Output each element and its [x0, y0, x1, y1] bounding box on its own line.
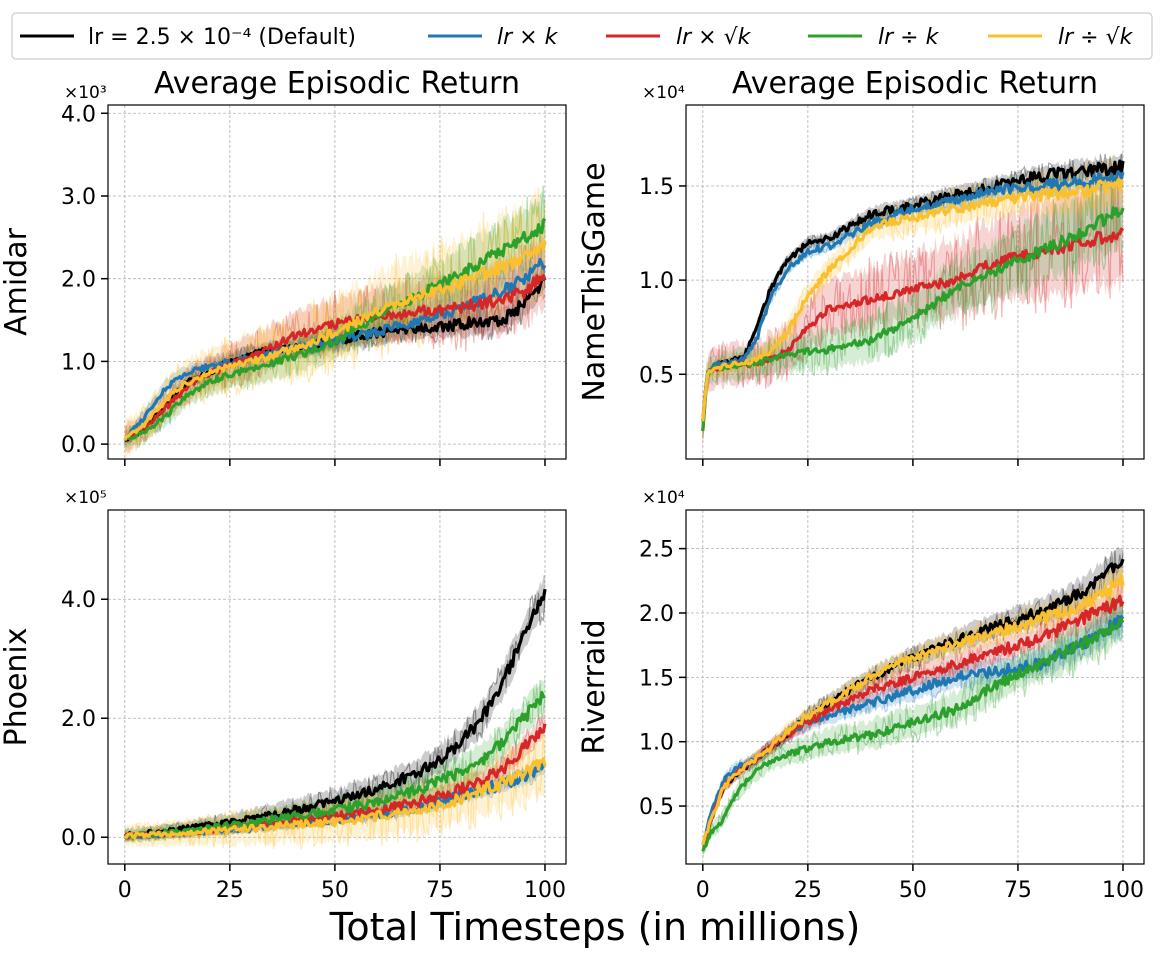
y-tick-label: 1.0: [639, 269, 674, 294]
panel-ylabel: NameThisGame: [577, 162, 612, 401]
band-div_sqrtk: [124, 726, 545, 849]
panel-namethisgame: 0.5 1.0 1.5 ×10⁴ Average Episodic Return Name…: [577, 66, 1145, 466]
y-tick-label: 4.0: [61, 588, 96, 613]
y-tick-label: 1.0: [639, 731, 674, 756]
y-tick-label: 3.0: [61, 185, 96, 210]
legend: lr = 2.5 × 10⁻⁴ (Default) lr × k lr × √k…: [11, 12, 1153, 60]
x-tick-label: 0: [696, 878, 710, 903]
series-line-div_k: [123, 217, 547, 442]
seed-trace-div_sqrtk: [702, 155, 1124, 424]
legend-label-default: lr = 2.5 × 10⁻⁴ (Default): [88, 25, 356, 50]
y-tick-label: 0.0: [61, 826, 96, 851]
series-line-div_sqrtk: [123, 240, 547, 441]
legend-frame: [11, 12, 1153, 60]
series-line-div_sqrtk: [123, 757, 547, 840]
band-mul_sqrtk: [702, 167, 1123, 449]
panel-title: Average Episodic Return: [732, 66, 1098, 101]
axes-frame: [107, 509, 567, 865]
series-line-default: [124, 588, 547, 839]
series-line-div_k: [701, 206, 1125, 431]
band-div_k: [702, 165, 1123, 446]
series-line-mul_sqrtk: [701, 594, 1125, 846]
legend-label-mul-sqrtk: lr × √k: [676, 25, 752, 50]
series-line-div_sqrtk: [701, 178, 1125, 422]
panel-ylabel: Riverraid: [577, 619, 612, 754]
axes-frame: [107, 104, 567, 460]
figure-xlabel: Total Timesteps (in millions): [329, 905, 861, 949]
y-tick-label: 2.5: [639, 538, 674, 563]
y-tick-label: 4.0: [61, 102, 96, 127]
x-tick-label: 25: [216, 878, 244, 903]
series-line-mul_k: [123, 257, 547, 442]
x-tick-label: 25: [794, 878, 822, 903]
panel-riverraid: 0 25 50 75 100 0.5 1.0 1.5 2.0 2.5 ×10⁴ Riverraid: [577, 488, 1145, 903]
panel-amidar: 0.0 1.0 2.0 3.0 4.0×10³ Average Episodic Retu…: [0, 66, 567, 466]
y-tick-label: 1.5: [639, 175, 674, 200]
seed-trace-mul_sqrtk: [702, 164, 1124, 439]
y-tick-label: 2.0: [61, 268, 96, 293]
legend-label-div-sqrtk: lr ÷ √k: [1058, 25, 1134, 50]
axes-frame: [685, 104, 1145, 460]
y-tick-label: 0.5: [639, 363, 674, 388]
legend-label-mul-k: lr × k: [497, 25, 559, 50]
series-line-div_sqrtk: [701, 574, 1125, 846]
series-line-mul_sqrtk: [123, 274, 547, 442]
x-tick-label: 100: [524, 878, 566, 903]
seed-trace-mul_sqrtk: [702, 583, 1124, 848]
y-tick-label: 1.0: [61, 350, 96, 375]
band-div_sqrtk: [124, 188, 545, 459]
y-multiplier: ×10⁴: [642, 83, 685, 103]
y-tick-label: 0.0: [61, 433, 96, 458]
y-multiplier: ×10⁵: [64, 488, 107, 508]
band-default: [124, 575, 545, 843]
plot-area: [701, 152, 1125, 449]
y-multiplier: ×10⁴: [642, 488, 685, 508]
legend-label-div-k: lr ÷ k: [878, 25, 940, 50]
band-div_k: [124, 190, 545, 452]
series-line-div_k: [701, 617, 1125, 852]
panel-ylabel: Amidar: [0, 227, 34, 336]
panel-ylabel: Phoenix: [0, 627, 34, 746]
y-tick-label: 2.0: [639, 602, 674, 627]
x-tick-label: 0: [118, 878, 132, 903]
panel-title: Average Episodic Return: [154, 66, 520, 101]
panel-phoenix: 0 25 50 75 100 0.0 2.0 4.0 ×10⁵ Phoenix: [0, 488, 567, 903]
x-tick-label: 75: [1004, 878, 1032, 903]
seed-trace-div_k: [702, 595, 1124, 855]
x-tick-label: 75: [426, 878, 454, 903]
series-line-mul_k: [701, 170, 1125, 422]
x-tick-label: 50: [321, 878, 349, 903]
plot-area: [701, 546, 1125, 861]
y-tick-label: 2.0: [61, 707, 96, 732]
x-tick-label: 50: [899, 878, 927, 903]
seed-trace-div_k: [124, 185, 546, 449]
y-tick-label: 0.5: [639, 795, 674, 820]
plot-area: [123, 575, 547, 850]
plot-area: [123, 185, 547, 459]
y-multiplier: ×10³: [64, 83, 107, 103]
x-tick-label: 100: [1102, 878, 1144, 903]
y-tick-label: 1.5: [639, 666, 674, 691]
series-line-div_k: [123, 690, 546, 840]
band-div_k: [702, 594, 1123, 861]
axes-frame: [685, 509, 1145, 865]
